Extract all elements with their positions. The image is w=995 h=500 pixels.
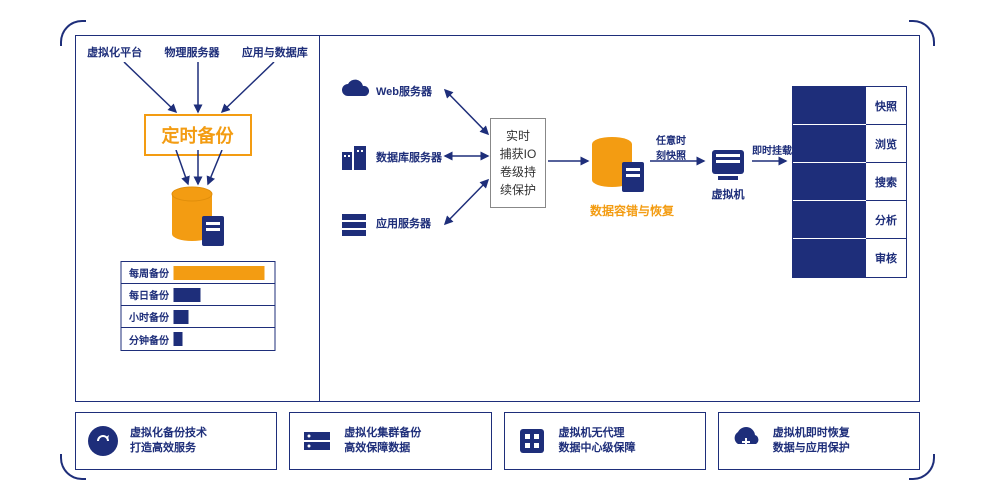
server-db: 数据库服务器 [340,142,455,172]
database-icon-2 [590,136,646,196]
bar-label-0: 每周备份 [121,265,169,280]
card-1: 虚拟化集群备份高效保障数据 [289,412,491,470]
table-row-4: 审核 [793,239,906,277]
server-app-label: 应用服务器 [376,215,431,231]
table-row-3: 分析 [793,201,906,239]
database-icon [170,186,226,250]
diagram-frame: 虚拟化平台 物理服务器 应用与数据库 定时备份 [60,20,935,480]
arrows-servers-io [440,76,495,256]
card-icon-2 [515,424,549,458]
mount-label: 即时挂载 [752,142,792,157]
card-icon-1 [300,424,334,458]
right-panel: Web服务器 数据库服务器 应用服务器 [320,35,920,402]
buildings-icon [340,142,370,172]
bar-row-3: 分钟备份 [121,328,274,350]
bottom-cards: 虚拟化备份技术打造高效服务 虚拟化集群备份高效保障数据 虚拟机无代理数据中心级保… [75,412,920,470]
cloud-icon [340,76,370,106]
server-rack-icon [340,208,370,238]
table-cell-3: 分析 [866,201,906,239]
arrow-io-db [548,156,593,166]
card-2-l1: 虚拟机无代理 [559,426,636,441]
arrows-to-scheduled [76,62,321,117]
card-icon-0 [86,424,120,458]
arrow-vm-table [752,156,792,166]
bar-label-3: 分钟备份 [121,332,169,347]
bar-label-1: 每日备份 [121,287,169,302]
table-row-1: 浏览 [793,125,906,163]
lbl-app: 应用与数据库 [242,44,308,60]
table-cell-4: 审核 [866,239,906,277]
left-panel: 虚拟化平台 物理服务器 应用与数据库 定时备份 [75,35,320,402]
cdp-label: 数据容错与恢复 [590,202,674,219]
vm-icon [708,146,748,182]
server-app: 应用服务器 [340,208,455,238]
bar-row-2: 小时备份 [121,306,274,328]
bar-row-1: 每日备份 [121,284,274,306]
bar-label-2: 小时备份 [121,309,169,324]
bar-fill-1 [173,288,201,302]
bar-fill-0 [173,266,265,280]
card-0-l1: 虚拟化备份技术 [130,426,207,441]
server-list: Web服务器 数据库服务器 应用服务器 [340,76,455,274]
left-top-labels: 虚拟化平台 物理服务器 应用与数据库 [76,44,319,60]
bar-fill-2 [173,310,188,324]
table-row-0: 快照 [793,87,906,125]
table-cell-2: 搜索 [866,163,906,201]
card-1-l2: 高效保障数据 [344,441,421,456]
card-3-l2: 数据与应用保护 [773,441,850,456]
server-web-label: Web服务器 [376,83,432,99]
card-0-l2: 打造高效服务 [130,441,207,456]
server-web: Web服务器 [340,76,455,106]
card-3: 虚拟机即时恢复数据与应用保护 [718,412,920,470]
arrows-to-db [76,150,321,190]
vm-block: 虚拟机 [708,146,748,202]
backup-bars: 每周备份 每日备份 小时备份 分钟备份 [120,261,275,351]
bar-fill-3 [173,332,182,346]
card-3-l1: 虚拟机即时恢复 [773,426,850,441]
vm-label: 虚拟机 [708,186,748,202]
card-icon-3 [729,424,763,458]
card-0: 虚拟化备份技术打造高效服务 [75,412,277,470]
table-cell-1: 浏览 [866,125,906,163]
card-2: 虚拟机无代理数据中心级保障 [504,412,706,470]
table-row-2: 搜索 [793,163,906,201]
main-area: 虚拟化平台 物理服务器 应用与数据库 定时备份 [75,35,920,402]
lbl-vm: 虚拟化平台 [87,44,142,60]
card-2-l2: 数据中心级保障 [559,441,636,456]
table-cell-0: 快照 [866,87,906,125]
feature-table: 快照 浏览 搜索 分析 审核 [792,86,907,278]
server-db-label: 数据库服务器 [376,149,442,165]
snapshot-label: 任意时 刻快照 [656,132,686,162]
card-1-l1: 虚拟化集群备份 [344,426,421,441]
bar-row-0: 每周备份 [121,262,274,284]
lbl-phys: 物理服务器 [164,44,219,60]
io-capture-box: 实时 捕获IO 卷级持 续保护 [490,118,546,208]
